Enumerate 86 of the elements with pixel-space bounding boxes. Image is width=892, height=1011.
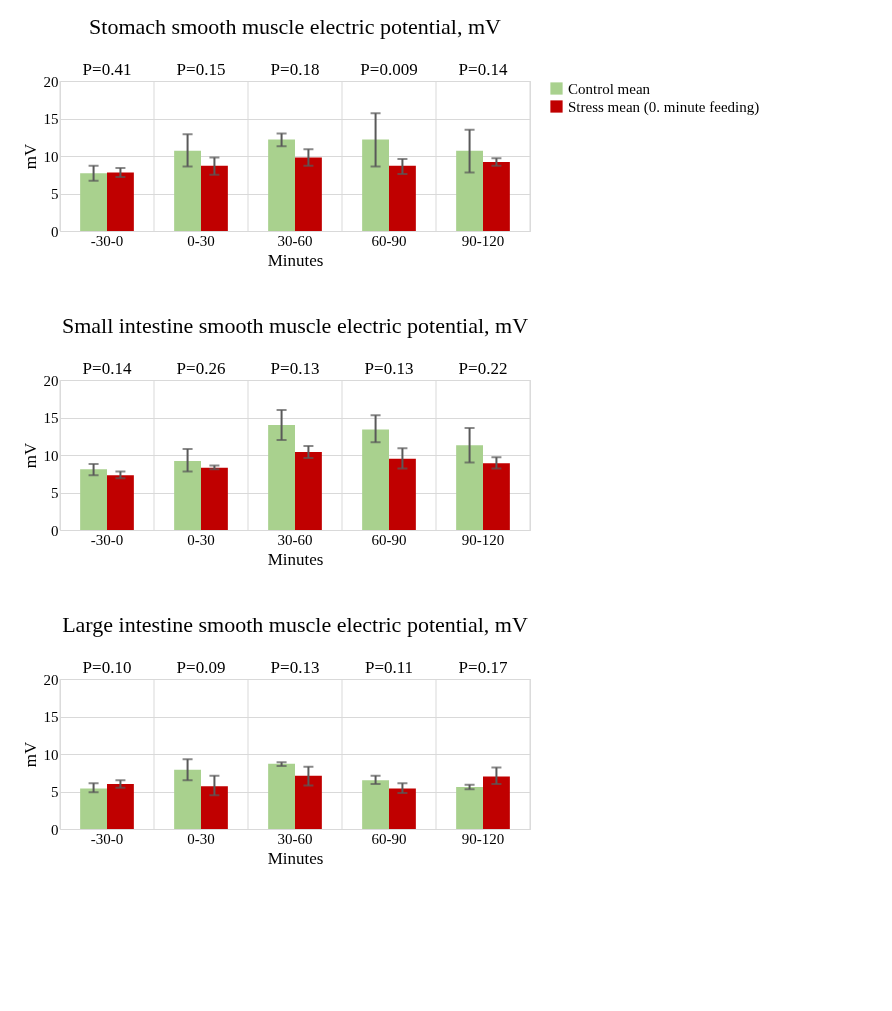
bar (362, 139, 389, 231)
bar (201, 467, 228, 530)
chart-title: Large intestine smooth muscle electric potential, mV (62, 612, 528, 637)
bar (268, 425, 295, 530)
bar (201, 165, 228, 231)
chart-title: Small intestine smooth muscle electric potential, mV (61, 313, 529, 338)
y-tick-label: 5 (51, 784, 59, 800)
bar (456, 445, 483, 530)
text: P=0.14 (458, 60, 508, 79)
y-tick-label: 15 (43, 410, 59, 426)
text: P=0.11 (364, 658, 414, 677)
text: P=0.09 (176, 658, 226, 677)
text: P=0.14 (82, 359, 132, 378)
y-tick-label: 10 (43, 746, 59, 763)
y-tick-label: 10 (43, 148, 59, 165)
x-tick-label: 30-60 (277, 531, 313, 548)
bar (456, 150, 483, 231)
bar (80, 469, 107, 530)
bar (107, 475, 134, 530)
y-tick-label: 20 (43, 73, 59, 90)
bar (80, 173, 107, 231)
bar (201, 786, 228, 829)
x-tick-label: -30-0 (90, 830, 124, 847)
y-axis-title: mV (20, 741, 40, 768)
bar (456, 787, 483, 829)
bar (295, 452, 322, 530)
x-tick-label: 0-30 (187, 531, 215, 548)
x-tick-label: 0-30 (187, 232, 215, 249)
text: P=0.13 (270, 359, 320, 378)
bar (80, 788, 107, 829)
x-tick-label: 60-90 (371, 531, 407, 548)
y-tick-label: 15 (43, 709, 59, 725)
bar (389, 788, 416, 829)
bar (295, 157, 322, 231)
text: P=0.009 (360, 60, 418, 79)
legend-label: Control mean (568, 80, 651, 97)
bar (268, 763, 295, 829)
bar (107, 784, 134, 829)
x-tick-label: 30-60 (277, 232, 313, 249)
y-axis-title: mV (20, 143, 40, 170)
y-tick-label: 5 (51, 485, 59, 501)
y-tick-label: 5 (51, 186, 59, 202)
x-tick-label: 30-60 (277, 830, 313, 847)
x-tick-label: 90-120 (461, 830, 505, 847)
y-tick-label: 15 (43, 111, 59, 127)
bar (107, 172, 134, 231)
y-axis-title: mV (20, 442, 40, 469)
bar (483, 463, 510, 530)
bar (362, 429, 389, 530)
y-tick-label: 10 (43, 447, 59, 464)
x-tick-label: -30-0 (90, 232, 124, 249)
text: P=0.10 (82, 658, 132, 677)
bar (362, 780, 389, 829)
bar (483, 162, 510, 231)
x-tick-label: 90-120 (461, 531, 505, 548)
y-tick-label: 0 (51, 522, 59, 539)
x-tick-label: -30-0 (90, 531, 124, 548)
x-tick-label: 60-90 (371, 830, 407, 847)
legend-label: Stress mean (0. minute feeding) (568, 98, 760, 116)
bar (268, 139, 295, 231)
x-axis-title: Minutes (267, 848, 324, 868)
text: P=0.15 (176, 60, 226, 79)
x-axis-title: Minutes (267, 549, 324, 569)
y-tick-label: 20 (43, 671, 59, 688)
bar (174, 461, 201, 530)
bar (174, 150, 201, 231)
text: P=0.13 (364, 359, 414, 378)
text: P=0.41 (82, 60, 132, 79)
bar (389, 165, 416, 231)
y-tick-label: 0 (51, 223, 59, 240)
y-tick-label: 20 (43, 372, 59, 389)
x-tick-label: 60-90 (371, 232, 407, 249)
bar (295, 775, 322, 829)
text: P=0.22 (458, 359, 508, 378)
text: P=0.17 (458, 658, 508, 677)
x-tick-label: 0-30 (187, 830, 215, 847)
y-tick-label: 0 (51, 821, 59, 838)
bar (483, 776, 510, 829)
x-axis-title: Minutes (267, 250, 324, 270)
bar (174, 769, 201, 829)
text: P=0.13 (270, 658, 320, 677)
text: P=0.18 (270, 60, 320, 79)
bar (389, 458, 416, 530)
chart-title: Stomach smooth muscle electric potential, mV (89, 14, 501, 39)
text: P=0.26 (176, 359, 226, 378)
x-tick-label: 90-120 (461, 232, 505, 249)
